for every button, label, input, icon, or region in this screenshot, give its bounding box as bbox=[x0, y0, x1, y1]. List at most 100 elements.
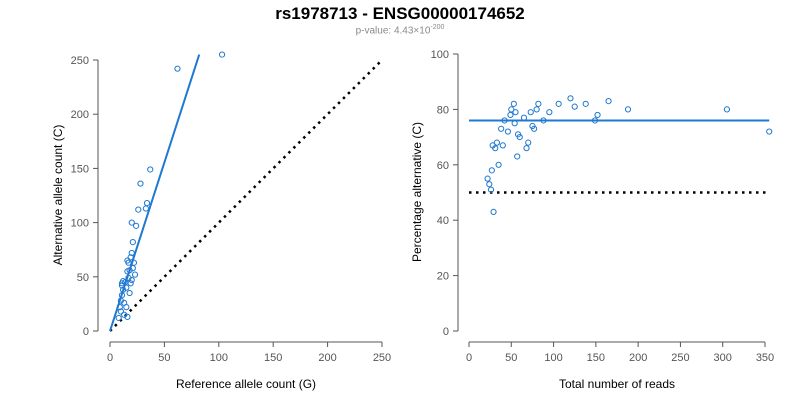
left-y-axis-label: Alternative allele count (C) bbox=[51, 125, 65, 266]
left-data-point bbox=[115, 314, 122, 322]
right-x-tick-label: 300 bbox=[714, 352, 732, 364]
left-x-tick-label: 250 bbox=[373, 352, 391, 364]
left-y-tick-label: 200 bbox=[71, 109, 89, 121]
right-y-tick-label: 100 bbox=[431, 49, 449, 61]
right-data-point bbox=[516, 134, 523, 141]
right-y-axis-label: Percentage alternative (C) bbox=[410, 122, 424, 262]
right-data-point bbox=[766, 128, 773, 135]
right-data-point bbox=[531, 125, 538, 132]
right-data-point bbox=[504, 128, 512, 135]
right-data-point bbox=[594, 111, 601, 119]
left-data-point bbox=[143, 199, 151, 207]
right-y-tick-label: 40 bbox=[437, 215, 449, 227]
left-y-tick-label: 100 bbox=[71, 218, 89, 230]
right-x-tick-label: 250 bbox=[671, 352, 689, 364]
left-data-point bbox=[123, 284, 130, 291]
p-value-exponent: -200 bbox=[430, 24, 445, 31]
left-data-point bbox=[123, 304, 130, 311]
left-data-point bbox=[127, 254, 134, 261]
right-data-point bbox=[535, 100, 542, 107]
left-x-tick-label: 200 bbox=[318, 352, 336, 364]
right-data-point bbox=[591, 117, 599, 124]
right-data-point bbox=[486, 181, 493, 188]
right-data-point bbox=[533, 106, 540, 113]
left-data-point bbox=[116, 304, 123, 311]
right-data-point bbox=[487, 186, 495, 193]
chart-title: rs1978713 - ENSG00000174652 bbox=[275, 4, 525, 23]
left-scatter-plot: 0 50 100 150 200 250 0 50 100 150 200 250 Reference … bbox=[51, 51, 391, 391]
left-data-point bbox=[128, 219, 135, 226]
right-data-point bbox=[546, 109, 553, 116]
left-data-point bbox=[127, 280, 134, 287]
right-data-point bbox=[484, 175, 491, 182]
left-x-tick-label: 0 bbox=[107, 352, 113, 364]
left-data-point bbox=[133, 222, 140, 229]
right-x-tick-label: 0 bbox=[466, 352, 472, 364]
right-data-point bbox=[523, 145, 530, 152]
left-data-point bbox=[174, 65, 181, 72]
right-data-point bbox=[540, 117, 547, 124]
right-data-point bbox=[499, 142, 506, 149]
right-data-point bbox=[511, 120, 518, 127]
p-value-text: p-value: 4.43×10 bbox=[355, 25, 431, 37]
right-x-tick-label: 100 bbox=[544, 352, 562, 364]
right-data-point bbox=[488, 167, 495, 174]
right-x-tick-label: 350 bbox=[756, 352, 774, 364]
right-data-point bbox=[567, 95, 574, 102]
right-data-point bbox=[723, 106, 731, 113]
right-data-point bbox=[495, 161, 502, 168]
left-data-point bbox=[137, 180, 144, 187]
right-data-point bbox=[527, 109, 534, 116]
left-reference-line bbox=[109, 59, 383, 332]
right-data-point bbox=[512, 109, 519, 116]
right-data-point bbox=[501, 117, 508, 124]
right-data-point bbox=[514, 153, 521, 160]
left-x-tick-label: 100 bbox=[210, 352, 228, 364]
left-data-point bbox=[131, 271, 139, 278]
right-data-point bbox=[508, 106, 515, 113]
left-data-point bbox=[128, 249, 135, 257]
left-y-tick-label: 0 bbox=[83, 326, 89, 338]
chart-subtitle: p-value: 4.43×10-200 bbox=[0, 24, 800, 36]
right-data-point bbox=[498, 125, 505, 132]
right-data-point bbox=[492, 145, 499, 152]
left-fit-line bbox=[109, 54, 201, 332]
right-data-point bbox=[510, 100, 517, 107]
right-data-point bbox=[525, 139, 532, 146]
right-scatter-plot: 0 50 100 150 200 250 300 350 0 20 40 60 80 100 Total n… bbox=[410, 49, 774, 391]
left-x-axis-label: Reference allele count (G) bbox=[176, 377, 316, 391]
left-x-tick-label: 150 bbox=[264, 352, 282, 364]
left-data-point bbox=[147, 166, 154, 173]
left-data-point bbox=[128, 276, 135, 284]
left-data-point bbox=[135, 206, 142, 213]
left-x-tick-label: 50 bbox=[158, 352, 170, 364]
right-data-point bbox=[493, 139, 501, 146]
right-x-tick-label: 150 bbox=[587, 352, 605, 364]
right-data-point bbox=[624, 106, 632, 113]
left-data-point bbox=[142, 205, 150, 212]
right-data-point bbox=[507, 111, 514, 119]
right-y-tick-label: 0 bbox=[443, 326, 449, 338]
right-x-axis-label: Total number of reads bbox=[559, 377, 675, 391]
left-data-point bbox=[130, 259, 138, 266]
right-y-tick-label: 60 bbox=[437, 160, 449, 172]
right-data-point bbox=[571, 103, 578, 110]
left-data-point bbox=[218, 51, 226, 58]
right-y-tick-label: 20 bbox=[437, 271, 449, 283]
right-data-point bbox=[520, 114, 528, 121]
right-data-point bbox=[555, 100, 562, 107]
left-data-point bbox=[117, 308, 124, 315]
right-x-tick-label: 200 bbox=[629, 352, 647, 364]
left-y-tick-label: 250 bbox=[71, 55, 89, 67]
right-y-tick-label: 80 bbox=[437, 104, 449, 116]
right-x-tick-label: 50 bbox=[505, 352, 517, 364]
left-data-point bbox=[126, 289, 133, 297]
left-y-tick-label: 150 bbox=[71, 163, 89, 175]
left-data-point bbox=[129, 239, 136, 246]
right-data-point bbox=[605, 97, 612, 105]
left-y-tick-label: 50 bbox=[77, 272, 89, 284]
right-data-point bbox=[582, 100, 589, 107]
left-data-point bbox=[124, 313, 131, 321]
right-data-point bbox=[490, 208, 497, 215]
